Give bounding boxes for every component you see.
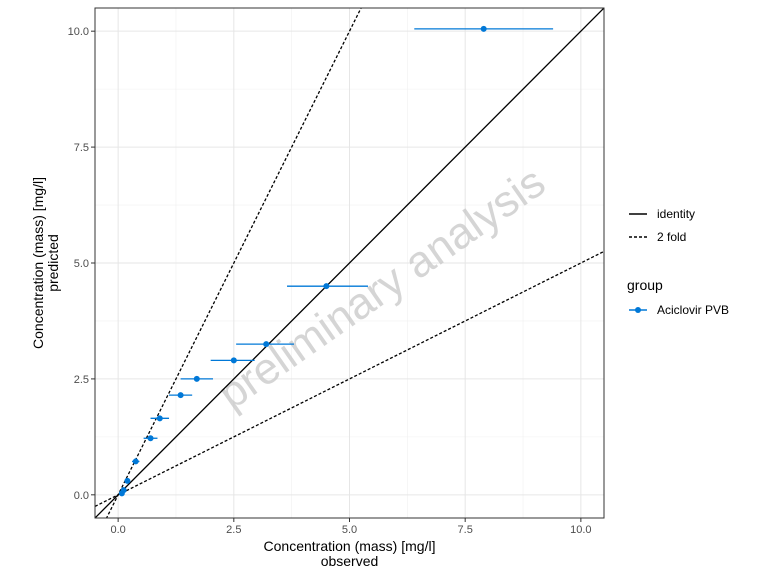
data-points bbox=[118, 25, 554, 497]
data-point bbox=[118, 490, 125, 497]
data-point bbox=[156, 415, 163, 422]
y-tick-label: 7.5 bbox=[74, 142, 89, 154]
data-point bbox=[480, 25, 487, 32]
legend: identity 2 fold group Aciclovir PVB bbox=[627, 207, 729, 317]
x-tick-label: 5.0 bbox=[342, 524, 357, 536]
y-axis-title-line2: predicted bbox=[45, 234, 61, 292]
data-point bbox=[230, 357, 237, 364]
x-axis-title-line1: Concentration (mass) [mg/l] bbox=[264, 538, 436, 554]
x-tick-label: 7.5 bbox=[458, 524, 473, 536]
legend-label-aciclovir-pvb: Aciclovir PVB bbox=[657, 303, 729, 317]
y-tick-label: 10.0 bbox=[68, 26, 89, 38]
data-point bbox=[177, 392, 184, 399]
legend-title-group: group bbox=[627, 277, 663, 293]
data-point bbox=[147, 435, 154, 442]
legend-label-2-fold: 2 fold bbox=[657, 230, 686, 244]
x-tick-label: 0.0 bbox=[110, 524, 125, 536]
x-axis-title-line2: observed bbox=[321, 553, 379, 569]
data-point bbox=[323, 283, 330, 290]
y-tick-label: 2.5 bbox=[74, 374, 89, 386]
y-axis-title-line1: Concentration (mass) [mg/l] bbox=[30, 177, 46, 349]
data-point bbox=[124, 477, 131, 484]
data-point bbox=[193, 375, 200, 382]
identity-line bbox=[95, 8, 604, 518]
y-tick-label: 5.0 bbox=[74, 258, 89, 270]
y-axis-ticks: 0.0 2.5 5.0 7.5 10.0 bbox=[68, 26, 95, 502]
y-tick-label: 0.0 bbox=[74, 490, 89, 502]
x-axis-ticks: 0.0 2.5 5.0 7.5 10.0 bbox=[110, 518, 592, 536]
data-point bbox=[263, 341, 270, 348]
reference-lines bbox=[95, 8, 604, 518]
legend-key-aciclovir-pvb-dot bbox=[635, 307, 641, 313]
x-tick-label: 10.0 bbox=[570, 524, 591, 536]
x-tick-label: 2.5 bbox=[226, 524, 241, 536]
legend-label-identity: identity bbox=[657, 207, 695, 221]
data-point bbox=[132, 458, 139, 465]
